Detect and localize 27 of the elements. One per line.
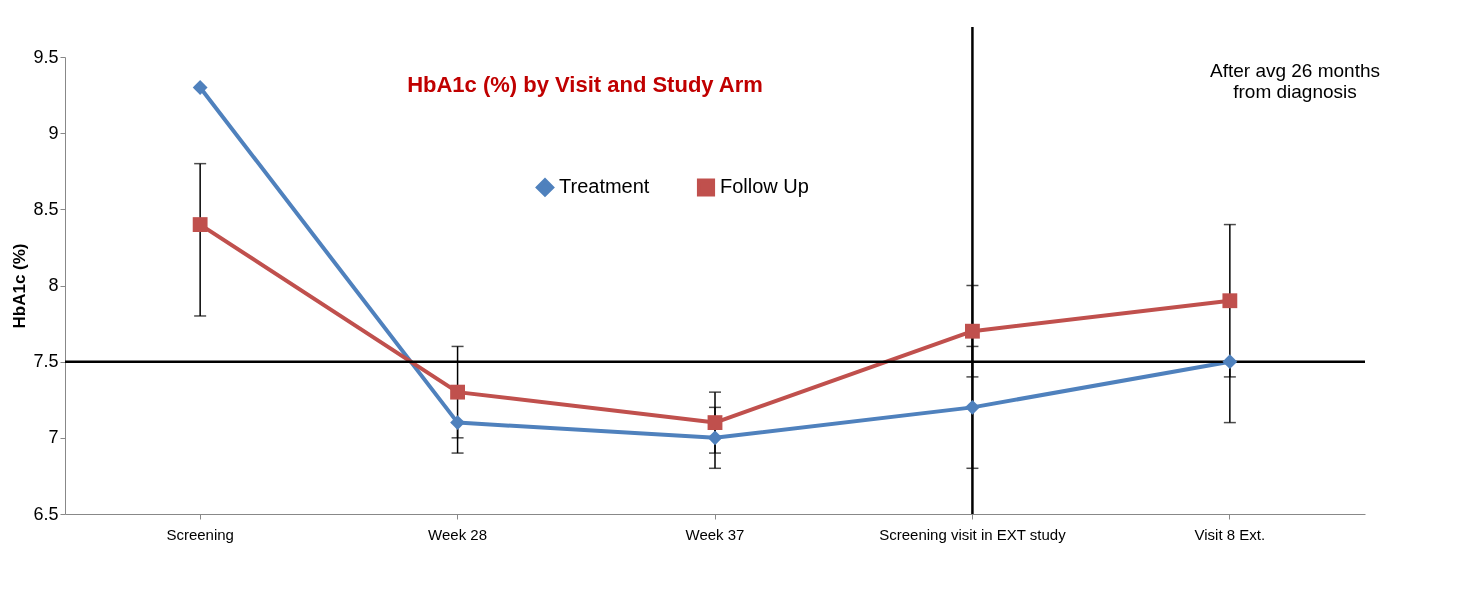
x-tick-label: Screening <box>166 525 234 543</box>
text: HbA1c (%) by Visit and Study Arm <box>407 72 763 97</box>
point <box>1222 293 1238 309</box>
y-tick-label: 8.5 <box>33 198 59 219</box>
y-tick-label: 8 <box>48 275 59 295</box>
x-tick-label: Screening visit in EXT study <box>879 525 1067 543</box>
y-axis-title: HbA1c (%) <box>10 243 30 329</box>
point <box>192 217 208 232</box>
point <box>965 399 980 415</box>
point <box>1222 354 1238 370</box>
y-tick-label: 7.5 <box>33 351 59 372</box>
point <box>965 323 980 339</box>
legend-label: Treatment <box>559 175 650 198</box>
y-tick-label: 9.5 <box>33 46 59 67</box>
y-tick-label: 9 <box>48 122 59 143</box>
legend-label: Follow Up <box>720 175 809 198</box>
point <box>192 80 208 95</box>
y-tick-label: 7 <box>48 427 59 448</box>
x-tick-label: Visit 8 Ext. <box>1194 525 1266 543</box>
annotation: After avg 26 months from diagnosis <box>1209 60 1381 102</box>
point <box>707 415 723 431</box>
y-tick-label: 6.5 <box>33 503 59 524</box>
x-tick-label: Week 28 <box>428 525 488 543</box>
point <box>450 415 465 431</box>
point <box>450 384 465 400</box>
x-tick-label: Week 37 <box>685 525 745 543</box>
point <box>707 430 723 446</box>
